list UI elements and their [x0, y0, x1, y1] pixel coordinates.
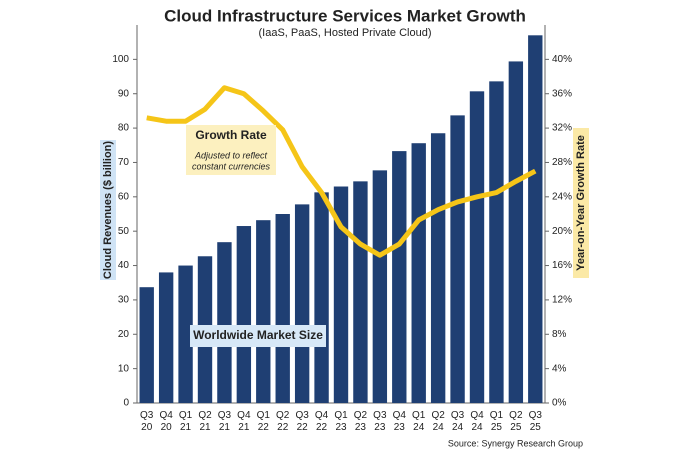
- chart-title: Cloud Infrastructure Services Market Gro…: [164, 6, 526, 25]
- y2-tick-label: 36%: [552, 88, 572, 99]
- source: Source: Synergy Research Group: [448, 438, 583, 448]
- bar: [256, 220, 271, 403]
- y-tick-label: 90: [118, 88, 130, 99]
- x-tick-label: Q4 24: [470, 410, 484, 433]
- x-tick-label: Q4 23: [393, 410, 407, 433]
- x-tick-label: Q2 22: [276, 410, 290, 433]
- bar: [139, 287, 154, 403]
- bar: [314, 192, 329, 403]
- y2-tick-label: 24%: [552, 191, 572, 202]
- x-tick-label: Q4 20: [159, 410, 173, 433]
- bar: [217, 242, 232, 403]
- bar: [450, 115, 465, 403]
- y-tick-label: 50: [118, 226, 130, 237]
- annotation: Growth Rate: [195, 128, 267, 142]
- bar: [392, 151, 407, 403]
- x-tick-label: Q3 21: [218, 410, 232, 433]
- y2-axis-label: Year-on-Year Growth Rate: [575, 135, 587, 271]
- annotation-box: [190, 325, 326, 347]
- annotation: Adjusted to reflect: [194, 150, 268, 160]
- growth-line: [146, 85, 537, 258]
- bar: [372, 170, 388, 403]
- y2-tick-label: 32%: [552, 123, 572, 134]
- annotation-box: [186, 125, 276, 175]
- bar: [178, 265, 193, 403]
- x-tick-label: Q3 25: [529, 410, 543, 433]
- y2-tick-label: 0%: [552, 398, 567, 409]
- x-tick-label: Q2 25: [509, 410, 523, 433]
- x-tick-label: Q3 20: [140, 410, 154, 433]
- y-tick-label: 40: [118, 260, 130, 271]
- x-tick-label: Q2 24: [431, 410, 445, 433]
- x-tick-label: Q3 22: [295, 410, 309, 433]
- y-label-bg: [100, 140, 116, 280]
- y2-tick-label: 28%: [552, 157, 572, 168]
- x-tick-label: Q2 21: [198, 410, 212, 433]
- x-tick-label: Q1 23: [334, 410, 348, 433]
- y-tick-label: 60: [118, 191, 130, 202]
- bar: [489, 81, 504, 404]
- x-tick-label: Q4 22: [315, 410, 329, 433]
- bar: [528, 35, 543, 404]
- y2-tick-label: 16%: [552, 260, 572, 271]
- y2-tick-label: 4%: [552, 363, 567, 374]
- bar: [333, 186, 349, 403]
- x-tick-label: Q2 23: [354, 410, 368, 433]
- bar: [411, 143, 426, 403]
- y-tick-label: 80: [118, 123, 130, 134]
- y-axis-label: Cloud Revenues ($ billion): [102, 141, 114, 279]
- y-tick-label: 20: [118, 329, 130, 340]
- bar: [158, 272, 174, 403]
- x-tick-label: Q1 25: [490, 410, 504, 433]
- x-tick-label: Q1 22: [257, 410, 271, 433]
- bar: [469, 91, 485, 404]
- y2-tick-label: 8%: [552, 329, 567, 340]
- y-tick-label: 70: [118, 157, 130, 168]
- bar: [236, 226, 252, 403]
- bar: [430, 133, 446, 403]
- y2-label-bg: [573, 128, 589, 278]
- y-tick-label: 100: [112, 54, 129, 65]
- bar: [508, 61, 524, 404]
- annotation: Worldwide Market Size: [193, 328, 323, 342]
- x-tick-label: Q3 23: [373, 410, 387, 433]
- annotation: constant currencies: [192, 161, 271, 171]
- y-tick-label: 10: [118, 363, 130, 374]
- chart-subtitle: (IaaS, PaaS, Hosted Private Cloud): [258, 27, 431, 39]
- y2-tick-label: 40%: [552, 54, 572, 65]
- bar: [294, 204, 310, 403]
- y-tick-label: 30: [118, 295, 130, 306]
- bar: [275, 214, 290, 403]
- y2-tick-label: 12%: [552, 295, 572, 306]
- x-tick-label: Q1 21: [179, 410, 193, 433]
- x-tick-label: Q4 21: [237, 410, 251, 433]
- x-tick-label: Q3 24: [451, 410, 465, 433]
- bar: [353, 181, 368, 403]
- y-tick-label: 0: [123, 398, 129, 409]
- x-tick-label: Q1 24: [412, 410, 426, 433]
- y2-tick-label: 20%: [552, 226, 572, 237]
